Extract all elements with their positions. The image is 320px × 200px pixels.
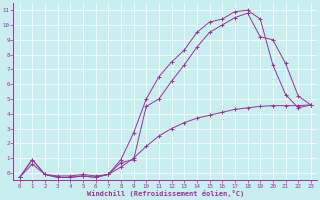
- X-axis label: Windchill (Refroidissement éolien,°C): Windchill (Refroidissement éolien,°C): [87, 190, 244, 197]
